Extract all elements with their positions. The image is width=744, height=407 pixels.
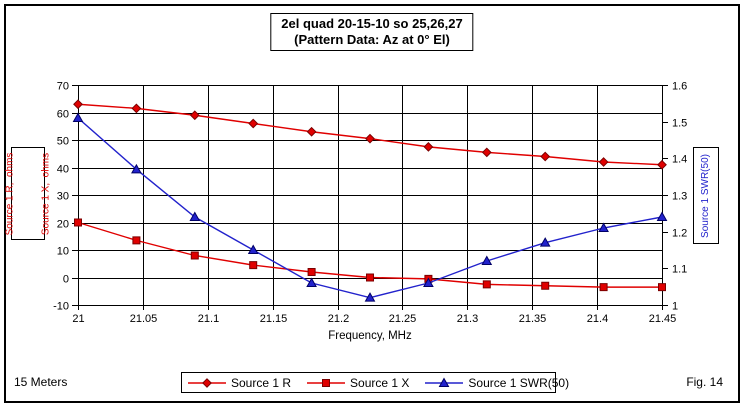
legend-label: Source 1 R — [231, 375, 292, 390]
right-axis-label: Source 1 SWR(50) — [700, 153, 712, 238]
x-axis-tick-label: 21.2 — [328, 313, 349, 325]
chart-title-box: 2el quad 20-15-10 so 25,26,27 (Pattern D… — [270, 13, 474, 51]
left-axis-label-r: Source 1 R, ohms — [4, 152, 15, 235]
left-axis-label-box: Source 1 R, ohms Source 1 X, ohms — [4, 147, 51, 240]
series-source-1-r — [73, 99, 667, 170]
left-axis-tick-label: 50 — [57, 136, 69, 148]
legend-item: Source 1 X — [306, 376, 409, 390]
series-source-1-x — [74, 218, 666, 292]
x-axis-tick-label: 21.25 — [389, 313, 417, 325]
right-axis-tick-label: 1.3 — [672, 191, 687, 203]
right-axis-tick-label: 1.1 — [672, 264, 687, 276]
right-axis-label-box: Source 1 SWR(50) — [693, 147, 719, 244]
x-axis-title: Frequency, MHz — [328, 330, 412, 342]
legend-marker-diamond-icon — [188, 377, 226, 388]
left-axis-tick-label: 40 — [57, 164, 69, 176]
legend-item: Source 1 SWR(50) — [424, 376, 569, 390]
x-axis-tick-label: 21.45 — [649, 313, 677, 325]
legend-marker-square-icon — [307, 378, 346, 387]
footer-band-label: 15 Meters — [14, 375, 68, 389]
x-axis-tick-label: 21.1 — [198, 313, 219, 325]
left-axis-tick-label: 20 — [57, 219, 69, 231]
legend-label: Source 1 X — [350, 375, 410, 390]
right-axis-tick-label: 1.2 — [672, 228, 687, 240]
left-axis-tick-label: -10 — [53, 301, 69, 313]
x-axis-tick-label: 21.3 — [457, 313, 478, 325]
series-source-1-swr-50- — [72, 112, 668, 302]
left-axis-tick-label: 60 — [57, 109, 69, 121]
right-axis-tick-label: 1.6 — [672, 81, 687, 93]
x-axis-tick-label: 21.05 — [130, 313, 158, 325]
left-axis-label: Source 1 R, ohms Source 1 X, ohms — [0, 152, 76, 235]
left-axis-tick-label: 70 — [57, 81, 69, 93]
legend-marker-triangle-icon — [425, 376, 464, 387]
footer-figure-label: Fig. 14 — [686, 375, 723, 389]
axis-tick-labels: 70 60 50 40 30 20 10 0 -10 1.6 1.5 1.4 1.3 1.2 1.1 1 21 2… — [53, 81, 687, 326]
legend-label: Source 1 SWR(50) — [468, 375, 570, 390]
legend-item: Source 1 R — [187, 376, 291, 390]
x-axis-tick-label: 21.4 — [587, 313, 608, 325]
x-axis-tick-label: 21.35 — [519, 313, 547, 325]
gridlines — [78, 85, 663, 306]
legend: Source 1 R Source 1 X Source 1 SWR(50) — [181, 372, 569, 393]
left-axis-tick-label: 30 — [57, 191, 69, 203]
x-axis-tick-label: 21 — [72, 313, 84, 325]
right-axis-tick-label: 1.5 — [672, 118, 687, 130]
axis-ticks — [72, 85, 668, 310]
x-axis-tick-label: 21.15 — [260, 313, 288, 325]
left-axis-label-x: Source 1 X, ohms — [40, 152, 51, 235]
chart-title: 2el quad 20-15-10 so 25,26,27 — [281, 16, 463, 31]
left-axis-tick-label: 10 — [57, 246, 69, 258]
window-border — [4, 4, 740, 403]
chart-subtitle: (Pattern Data: Az at 0° El) — [294, 32, 450, 47]
right-axis-tick-label: 1 — [672, 301, 678, 313]
left-axis-tick-label: 0 — [63, 274, 69, 286]
right-axis-tick-label: 1.4 — [672, 154, 687, 166]
